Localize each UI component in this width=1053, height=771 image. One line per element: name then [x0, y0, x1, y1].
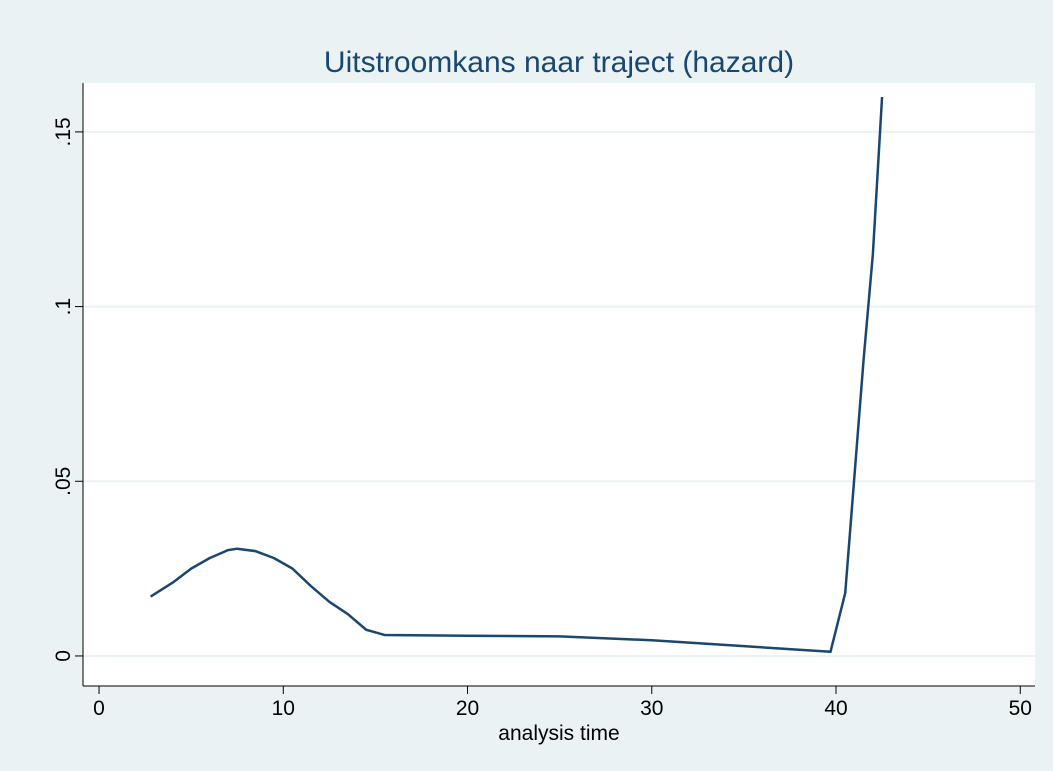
x-tick-label: 10 — [272, 697, 295, 720]
x-tick-label: 0 — [93, 697, 105, 720]
y-tick-label: 0 — [52, 650, 75, 662]
chart-title: Uitstroomkans naar traject (hazard) — [324, 46, 794, 79]
y-tick-label: .15 — [52, 117, 75, 146]
x-tick-label: 20 — [456, 697, 479, 720]
plot-area — [83, 83, 1035, 686]
x-tick-label: 40 — [824, 697, 847, 720]
y-tick-label: .05 — [52, 467, 75, 496]
data-line — [149, 96, 884, 654]
y-tick-label: .1 — [52, 298, 75, 316]
x-axis-title: analysis time — [498, 722, 619, 745]
x-tick-label: 50 — [1009, 697, 1032, 720]
x-tick-label: 30 — [640, 697, 663, 720]
